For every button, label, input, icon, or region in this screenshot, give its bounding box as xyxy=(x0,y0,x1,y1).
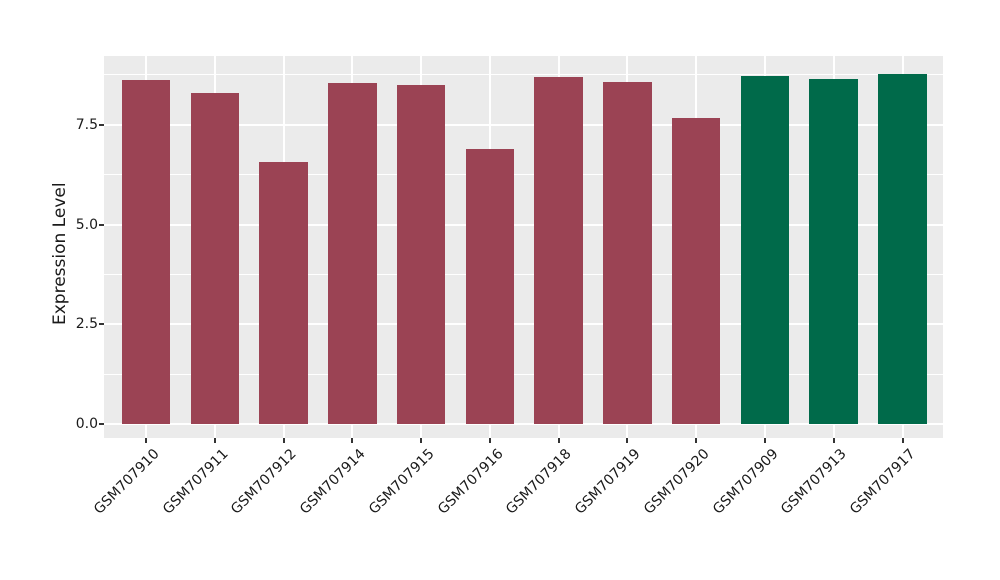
x-tick-mark xyxy=(832,438,835,443)
x-tick-mark xyxy=(351,438,354,443)
bar-GSM707920 xyxy=(671,118,721,424)
x-tick-mark xyxy=(557,438,560,443)
x-tick-mark xyxy=(282,438,285,443)
x-tick-mark xyxy=(145,438,147,443)
bar-GSM707911 xyxy=(190,92,240,424)
bar-GSM707909 xyxy=(740,75,790,424)
bar-GSM707915 xyxy=(396,84,446,424)
major-gridline xyxy=(104,323,943,326)
y-tick-mark xyxy=(99,423,104,425)
y-tick-label: 0.0 xyxy=(75,416,98,432)
bar-GSM707913 xyxy=(809,78,858,424)
bar-GSM707916 xyxy=(465,149,515,424)
major-gridline xyxy=(104,223,943,226)
bar-GSM707914 xyxy=(328,82,377,424)
y-tick-mark xyxy=(99,123,104,126)
bar-GSM707918 xyxy=(534,76,583,424)
major-gridline xyxy=(104,123,943,126)
major-gridline xyxy=(104,423,943,425)
bar-GSM707912 xyxy=(259,161,308,424)
minor-gridline xyxy=(104,373,943,375)
y-tick-mark xyxy=(99,323,104,326)
y-axis-title: Expression Level xyxy=(50,182,70,325)
x-tick-mark xyxy=(420,438,423,443)
bar-GSM707917 xyxy=(878,73,927,424)
minor-gridline xyxy=(104,273,943,275)
plot-panel xyxy=(104,56,943,438)
x-tick-mark xyxy=(626,438,629,443)
x-tick-mark xyxy=(763,438,766,443)
y-tick-label: 7.5 xyxy=(75,116,98,133)
y-tick-label: 2.5 xyxy=(75,316,98,333)
bar-GSM707910 xyxy=(121,80,171,424)
bar-GSM707919 xyxy=(603,81,652,424)
minor-gridline xyxy=(104,174,943,176)
x-tick-mark xyxy=(695,438,698,443)
x-tick-mark xyxy=(213,438,216,443)
y-tick-mark xyxy=(99,223,104,226)
y-tick-label: 5.0 xyxy=(75,216,98,233)
x-tick-mark xyxy=(488,438,491,443)
x-tick-mark xyxy=(901,438,904,443)
minor-gridline xyxy=(104,74,943,76)
